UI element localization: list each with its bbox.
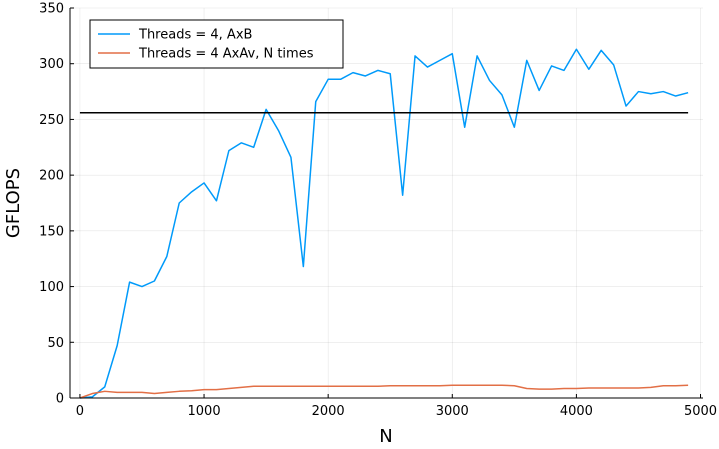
ticks: 0 1000 2000 3000 4000 5000 0 50 100 150 200 250 300 3…	[39, 2, 717, 420]
x-tick-label: 5000	[684, 404, 717, 419]
x-tick-label: 3000	[436, 404, 469, 419]
y-tick-label: 300	[39, 57, 64, 72]
grid	[70, 7, 703, 399]
legend-label: Threads = 4, AxB	[138, 28, 252, 43]
y-tick-label: 0	[56, 392, 64, 407]
x-tick-label: 0	[76, 404, 84, 419]
series-line-threads-4-axav-n-times	[79, 384, 689, 399]
x-tick-label: 2000	[312, 404, 345, 419]
series-line-threads-4-axb	[79, 48, 689, 399]
legend: Threads = 4, AxB Threads = 4 AxAv, N time…	[89, 19, 344, 69]
legend-label: Threads = 4 AxAv, N times	[138, 47, 314, 62]
x-axis-title: N	[379, 426, 392, 447]
y-tick-label: 150	[39, 224, 64, 239]
x-tick-label: 1000	[188, 404, 221, 419]
axes-frame	[69, 8, 703, 399]
series-layer	[79, 48, 689, 399]
y-tick-label: 350	[39, 2, 64, 17]
y-tick-label: 100	[39, 280, 64, 295]
legend-box	[89, 19, 344, 69]
y-axis-title: GFLOPS	[3, 168, 24, 238]
y-tick-label: 200	[39, 169, 64, 184]
y-tick-label: 50	[47, 336, 64, 351]
y-tick-label: 250	[39, 113, 64, 128]
x-tick-label: 4000	[560, 404, 593, 419]
